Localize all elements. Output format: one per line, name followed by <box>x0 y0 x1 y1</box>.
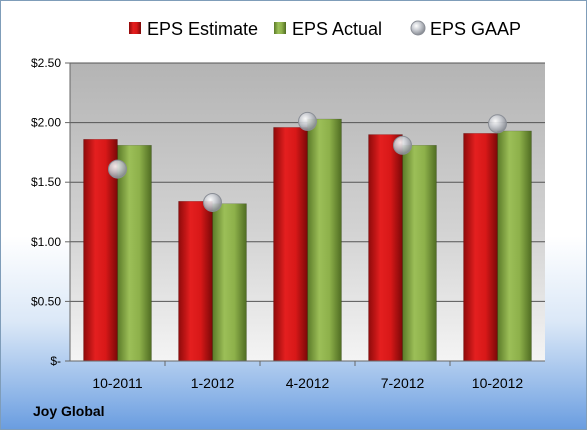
legend-swatch <box>129 22 141 34</box>
bar-eps-actual <box>117 144 152 362</box>
y-axis: $- $0.50 $1.00 $1.50 $2.00 $2.50 <box>31 56 71 368</box>
y-tick-label: $2.00 <box>31 116 61 130</box>
company-name: Joy Global <box>33 403 105 419</box>
x-tick-label: 4-2012 <box>286 375 330 391</box>
y-tick-label: $2.50 <box>31 56 61 70</box>
bar-eps-actual <box>497 130 532 362</box>
marker-eps-gaap <box>393 135 412 155</box>
bar-eps-actual <box>212 203 247 362</box>
bar-eps-actual <box>307 118 342 362</box>
x-tick-label: 10-2011 <box>92 375 143 391</box>
legend-label: EPS Actual <box>292 19 382 39</box>
marker-eps-gaap <box>298 111 317 131</box>
bars <box>83 118 532 362</box>
x-axis: 10-2011 1-2012 4-2012 7-2012 10-2012 <box>70 360 545 391</box>
bar-eps-estimate <box>273 127 308 362</box>
legend: EPS Estimate EPS Actual EPS GAAP <box>129 19 521 39</box>
y-tick-label: $1.00 <box>31 235 61 249</box>
bar-eps-estimate <box>178 201 213 362</box>
y-tick-label: $1.50 <box>31 175 61 189</box>
legend-swatch <box>274 22 286 34</box>
x-tick-label: 1-2012 <box>191 375 235 391</box>
legend-label: EPS Estimate <box>147 19 258 39</box>
bar-eps-estimate <box>368 134 403 362</box>
marker-eps-gaap <box>108 159 127 179</box>
legend-label: EPS GAAP <box>430 19 521 39</box>
gaap-markers <box>108 111 507 212</box>
marker-eps-gaap <box>203 192 222 212</box>
marker-eps-gaap <box>488 114 507 134</box>
x-tick-label: 7-2012 <box>381 375 425 391</box>
bar-eps-actual <box>402 144 437 362</box>
y-tick-label: $0.50 <box>31 294 61 308</box>
y-tick-label: $- <box>50 354 61 368</box>
x-tick-label: 10-2012 <box>472 375 524 391</box>
bar-eps-estimate <box>463 133 498 362</box>
legend-swatch <box>410 20 426 36</box>
